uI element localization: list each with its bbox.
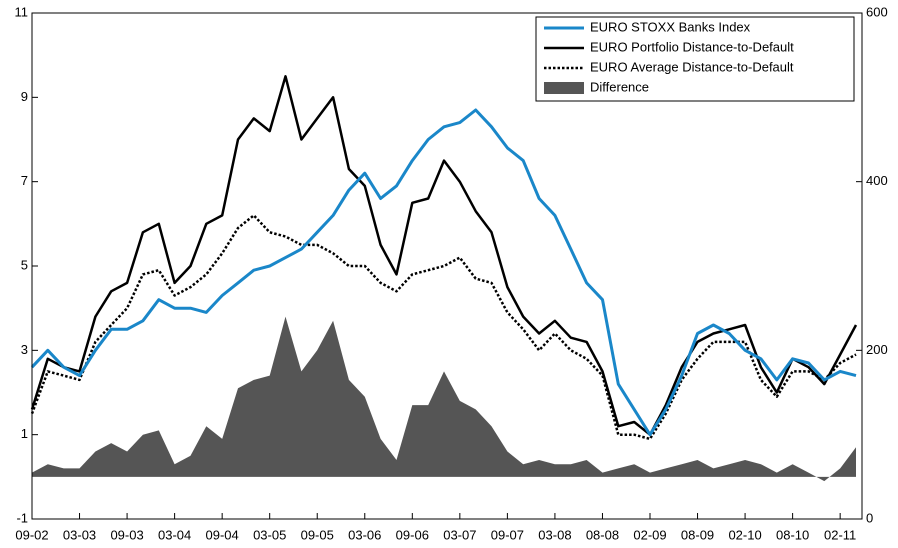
x-tick-label: 09-03 — [110, 527, 143, 542]
x-tick-label: 09-07 — [491, 527, 524, 542]
y-tick-label: 11 — [15, 4, 29, 19]
y2-tick-label: 200 — [866, 342, 888, 357]
x-tick-label: 09-02 — [15, 527, 48, 542]
series-line — [30, 214, 857, 441]
legend-label: Difference — [590, 79, 649, 94]
x-tick-label: 09-06 — [396, 527, 429, 542]
y-tick-label: 5 — [21, 257, 28, 272]
x-tick-label: 03-04 — [158, 527, 191, 542]
x-tick-label: 03-07 — [443, 527, 476, 542]
y-tick-label: 9 — [21, 89, 28, 104]
y2-tick-label: 0 — [866, 510, 873, 525]
x-tick-label: 02-09 — [633, 527, 666, 542]
x-tick-label: 09-04 — [206, 527, 239, 542]
y-tick-label: 1 — [21, 426, 28, 441]
x-tick-label: 08-08 — [586, 527, 619, 542]
x-tick-label: 09-05 — [301, 527, 334, 542]
x-tick-label: 03-03 — [63, 527, 96, 542]
series-line — [30, 75, 858, 436]
legend-label: EURO Average Distance-to-Default — [590, 59, 794, 74]
x-tick-label: 02-10 — [728, 527, 761, 542]
x-tick-label: 08-10 — [776, 527, 809, 542]
y-tick-label: -1 — [16, 510, 28, 525]
legend-swatch — [544, 82, 584, 94]
y-tick-label: 3 — [21, 342, 28, 357]
y2-tick-label: 600 — [866, 4, 888, 19]
x-tick-label: 02-11 — [824, 527, 856, 542]
legend-label: EURO STOXX Banks Index — [590, 19, 751, 34]
y2-tick-label: 400 — [866, 173, 888, 188]
x-tick-label: 03-06 — [348, 527, 381, 542]
series-line — [30, 108, 857, 437]
difference-area — [32, 316, 856, 482]
y-tick-label: 7 — [21, 173, 28, 188]
legend-label: EURO Portfolio Distance-to-Default — [590, 39, 794, 54]
x-tick-label: 03-08 — [538, 527, 571, 542]
x-tick-label: 03-05 — [253, 527, 286, 542]
legend-box — [535, 16, 855, 102]
x-tick-label: 08-09 — [681, 527, 714, 542]
legend: EURO STOXX Banks Index EURO Portfolio Dis… — [535, 16, 855, 102]
